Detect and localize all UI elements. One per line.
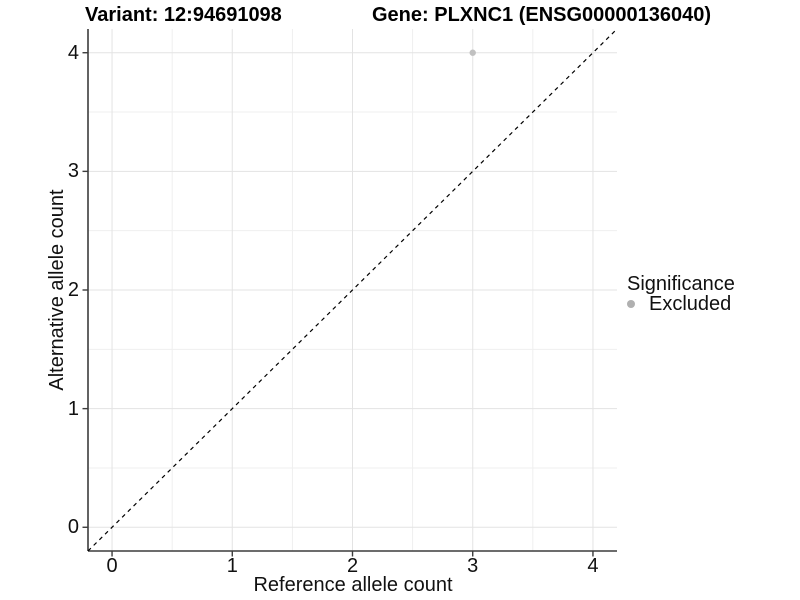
x-axis-title: Reference allele count — [253, 574, 453, 596]
x-tick-label: 2 — [346, 555, 359, 577]
identity-line — [87, 28, 618, 552]
y-tick-label: 3 — [67, 160, 79, 183]
y-axis-title: Alternative allele count — [46, 189, 68, 391]
excluded-point-icon — [627, 300, 635, 308]
y-tick-label: 1 — [67, 397, 79, 420]
legend-item-label: Excluded — [649, 293, 732, 315]
x-tick-label: 4 — [587, 555, 599, 577]
data-point — [469, 49, 476, 56]
x-tick-label: 1 — [226, 555, 238, 577]
legend-title: Significance — [627, 273, 735, 295]
x-tick-label: 3 — [467, 555, 479, 577]
variant-title: Variant: 12:94691098 — [85, 4, 282, 26]
x-tick-label: 0 — [106, 555, 118, 577]
y-tick-label: 4 — [67, 41, 79, 64]
gene-title: Gene: PLXNC1 (ENSG00000136040) — [372, 4, 712, 26]
legend-item-excluded: Excluded — [627, 294, 735, 314]
legend: Significance Excluded — [627, 274, 735, 314]
y-tick-label: 0 — [67, 516, 79, 539]
y-tick-label: 2 — [67, 279, 79, 301]
